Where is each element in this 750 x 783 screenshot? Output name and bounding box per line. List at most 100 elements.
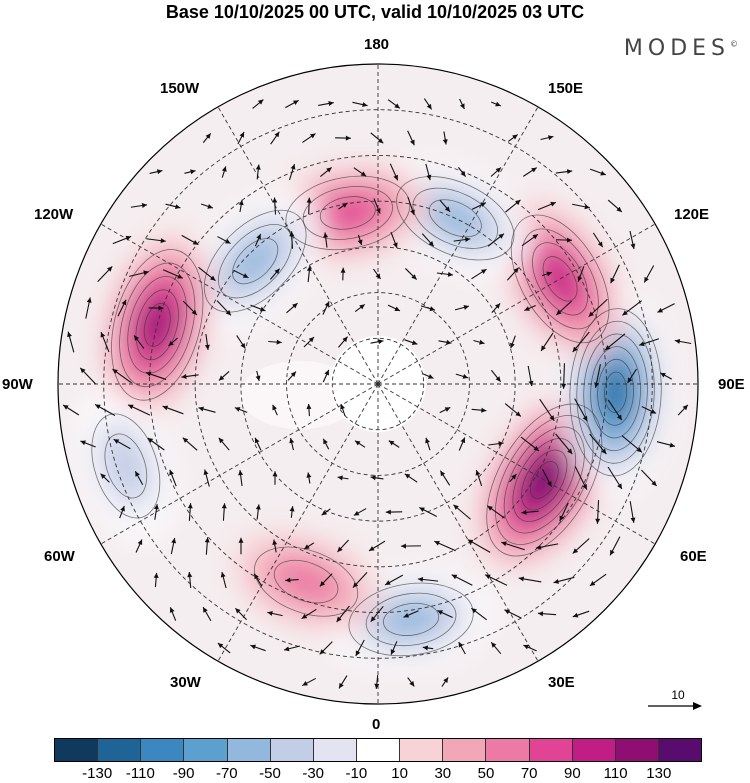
wind-arrow — [421, 233, 435, 247]
wind-arrow — [204, 537, 210, 555]
wind-arrow — [574, 398, 588, 422]
wind-arrow — [553, 576, 575, 584]
wind-arrow — [319, 167, 333, 177]
wind-arrow — [458, 641, 466, 655]
wind-arrow — [254, 233, 262, 247]
wind-arrow — [609, 536, 621, 556]
wind-arrow — [368, 540, 386, 552]
wind-arrow — [184, 169, 196, 175]
wind-arrow — [434, 540, 456, 552]
wind-arrow — [85, 297, 92, 319]
wind-arrow — [660, 372, 672, 380]
colorbar-tick-label: 50 — [477, 765, 495, 782]
contour-ring — [302, 186, 393, 240]
wind-arrow — [542, 469, 552, 487]
wind-arrow — [203, 469, 210, 487]
greenland-patch — [240, 361, 360, 429]
wind-arrow — [439, 470, 451, 486]
wind-arrow — [524, 305, 536, 311]
wind-arrow — [287, 371, 297, 381]
wind-arrow — [622, 300, 642, 316]
wind-arrow — [454, 304, 470, 311]
wind-arrow — [135, 539, 143, 553]
wind-arrow — [322, 369, 330, 383]
wind-arrow — [439, 406, 451, 414]
wind-arrow — [370, 132, 384, 144]
wind-arrow — [627, 368, 637, 384]
colorbar-segment — [55, 739, 99, 761]
wind-arrow — [504, 609, 522, 619]
wind-arrow — [145, 371, 167, 380]
wind-arrow — [527, 365, 534, 387]
wind-arrow — [165, 203, 181, 210]
reference-vector-arrow — [648, 702, 702, 710]
meridian-line — [377, 383, 539, 662]
colorbar-segment — [313, 739, 357, 761]
colorbar-segment — [572, 739, 616, 761]
wind-arrow — [147, 437, 165, 451]
wind-arrow — [306, 197, 312, 215]
colorbar-segment — [615, 739, 659, 761]
wind-arrow — [572, 331, 590, 353]
contour-ring — [597, 358, 634, 426]
wind-arrow — [491, 101, 501, 107]
wind-arrow — [318, 101, 334, 106]
wind-arrow — [198, 406, 216, 413]
wind-arrow — [540, 135, 554, 141]
wind-arrow — [505, 199, 521, 213]
wind-arrow — [471, 268, 487, 280]
wind-arrow — [153, 504, 159, 520]
wind-arrow — [306, 472, 312, 484]
lon-label-150w: 150W — [160, 80, 200, 97]
chart-title: Base 10/10/2025 00 UTC, valid 10/10/2025… — [165, 2, 585, 22]
wind-arrow — [238, 537, 244, 555]
wind-arrow — [473, 339, 485, 345]
wind-arrow — [487, 233, 505, 247]
wind-arrow — [595, 500, 601, 524]
wind-arrow — [537, 201, 557, 211]
wind-arrow — [422, 373, 434, 379]
colorbar-tick-label: -110 — [125, 765, 155, 782]
lon-label-30e: 30E — [548, 674, 575, 691]
wind-arrow — [202, 606, 212, 622]
wind-arrow — [354, 303, 366, 313]
map-border — [57, 63, 699, 705]
wind-arrow — [643, 265, 655, 283]
wind-arrow — [520, 436, 540, 452]
wind-arrow — [303, 336, 315, 348]
wind-arrow — [629, 501, 636, 523]
wind-arrow — [407, 196, 415, 216]
colorbar-tick-label: -130 — [82, 765, 113, 782]
wind-arrow — [301, 608, 317, 620]
wind-arrow — [253, 573, 263, 587]
wind-arrow — [218, 437, 230, 451]
wind-arrow — [181, 374, 199, 379]
meridian-line — [100, 223, 379, 385]
wind-arrow — [353, 508, 367, 516]
wind-arrow — [127, 404, 151, 416]
wind-arrow — [267, 610, 283, 617]
wind-arrow — [425, 437, 431, 451]
wind-arrow — [436, 271, 454, 277]
wind-arrow — [561, 363, 567, 389]
wind-arrow — [255, 164, 261, 180]
wind-arrow — [559, 502, 569, 522]
wind-arrow — [403, 610, 419, 618]
wind-arrow — [338, 202, 348, 210]
wind-arrow — [419, 507, 437, 517]
wind-arrow — [169, 469, 177, 487]
wind-arrow — [387, 304, 401, 312]
colorbar-segment — [486, 739, 530, 761]
wind-arrow — [134, 470, 144, 486]
colorbar-tick-label: 30 — [434, 765, 452, 782]
wind-arrow — [352, 571, 368, 589]
wind-arrow — [471, 607, 487, 621]
wind-arrow — [518, 576, 542, 583]
wind-arrow — [490, 167, 502, 177]
wind-arrow — [202, 133, 212, 143]
colorbar-segment — [356, 739, 401, 761]
wind-arrow — [97, 266, 113, 282]
contour-ring — [576, 320, 655, 464]
colorbar-segment — [443, 739, 487, 761]
wind-arrow — [80, 440, 96, 448]
